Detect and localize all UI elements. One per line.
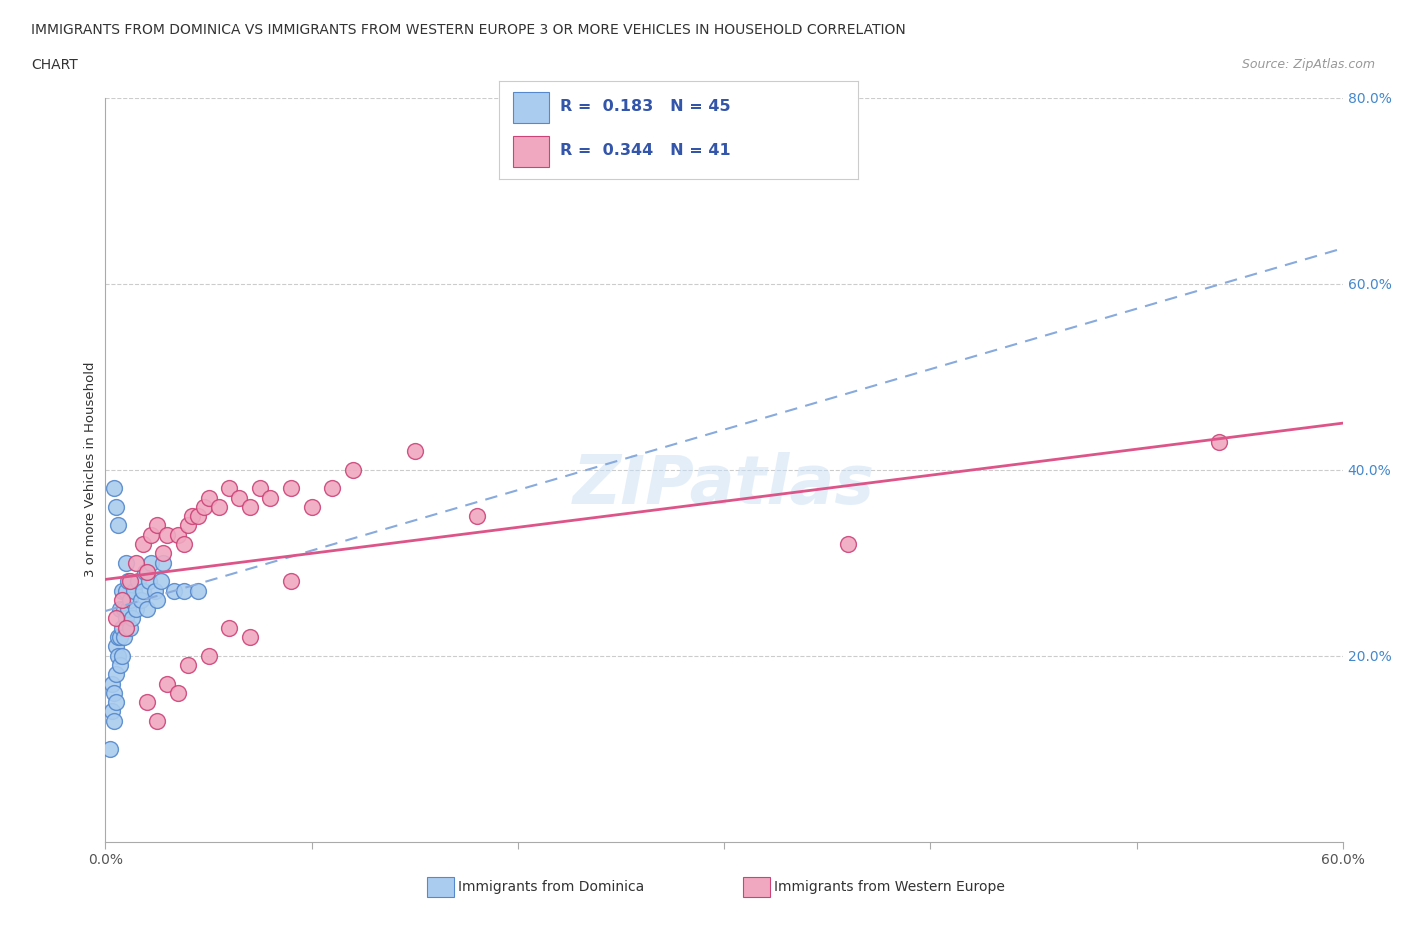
Point [112,630,135,644]
Point [193,499,215,514]
Text: R =  0.344   N = 41: R = 0.344 N = 41 [560,143,731,158]
Point [249,481,271,496]
Point [301,499,323,514]
Point [120,574,142,589]
FancyBboxPatch shape [427,877,454,897]
Point [115,611,138,626]
Point [259,490,281,505]
Text: Immigrants from Western Europe: Immigrants from Western Europe [773,880,1004,894]
Point [111,620,134,635]
Point [139,527,162,542]
Point [111,592,134,607]
Point [107,518,129,533]
Point [103,713,125,728]
Point [150,574,173,589]
Point [187,583,209,598]
Point [115,583,138,598]
Point [134,565,156,579]
Point [125,602,148,617]
Point [100,676,122,691]
Point [162,583,184,598]
Text: Source: ZipAtlas.com: Source: ZipAtlas.com [1241,58,1375,71]
Point [177,658,200,672]
Text: IMMIGRANTS FROM DOMINICA VS IMMIGRANTS FROM WESTERN EUROPE 3 OR MORE VEHICLES IN: IMMIGRANTS FROM DOMINICA VS IMMIGRANTS F… [31,23,905,37]
Point [125,555,148,570]
Point [280,574,302,589]
Point [131,537,153,551]
Point [181,509,204,524]
Point [321,481,343,496]
Point [129,592,152,607]
Point [173,583,195,598]
Point [117,602,139,617]
Point [152,555,174,570]
Point [208,499,231,514]
Point [218,620,240,635]
Point [108,658,131,672]
Point [218,481,240,496]
Text: ZIPatlas: ZIPatlas [574,452,875,517]
Point [135,695,157,710]
Point [187,509,209,524]
Y-axis label: 3 or more Vehicles in Household: 3 or more Vehicles in Household [84,362,97,578]
Point [228,490,250,505]
Point [108,630,131,644]
Point [117,574,139,589]
Point [120,620,142,635]
Text: Immigrants from Dominica: Immigrants from Dominica [458,880,644,894]
Point [146,713,169,728]
Point [239,630,262,644]
Point [107,630,129,644]
Point [139,555,162,570]
Point [177,518,200,533]
Point [103,481,125,496]
Point [121,611,143,626]
Point [127,574,149,589]
Point [166,527,188,542]
Point [837,537,859,551]
Point [108,602,131,617]
Point [111,583,134,598]
FancyBboxPatch shape [742,877,770,897]
Point [280,481,302,496]
Text: CHART: CHART [31,58,77,72]
Point [115,620,138,635]
Point [152,546,174,561]
FancyBboxPatch shape [513,136,550,166]
Point [104,667,127,682]
Point [98,741,121,756]
Point [156,676,179,691]
Text: R =  0.183   N = 45: R = 0.183 N = 45 [560,100,731,114]
Point [135,565,157,579]
Point [146,518,169,533]
Point [112,602,135,617]
Point [131,583,153,598]
Point [104,639,127,654]
Point [156,527,179,542]
Point [197,648,219,663]
Point [104,611,127,626]
Point [197,490,219,505]
Point [173,537,195,551]
Point [120,592,142,607]
Point [115,555,138,570]
Point [107,648,129,663]
Point [404,444,426,458]
Point [465,509,488,524]
Point [239,499,262,514]
Point [1208,434,1230,449]
Point [166,685,188,700]
Point [111,648,134,663]
Point [100,704,122,719]
Point [104,695,127,710]
Point [124,583,146,598]
Point [104,499,127,514]
Point [342,462,364,477]
Point [135,602,157,617]
Point [146,592,169,607]
Point [103,685,125,700]
Point [143,583,166,598]
FancyBboxPatch shape [513,92,550,123]
Point [138,574,160,589]
